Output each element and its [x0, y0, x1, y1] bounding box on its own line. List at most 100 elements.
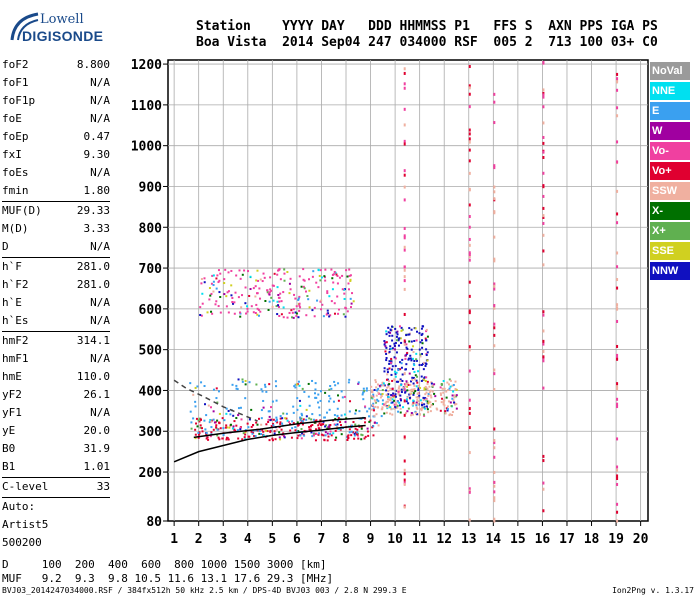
- param-value: 281.0: [76, 278, 110, 291]
- echo-point: [376, 398, 379, 401]
- echo-point: [360, 427, 363, 430]
- interference-point: [493, 499, 496, 503]
- param-row: hmF1 N/A: [2, 350, 110, 368]
- echo-point: [263, 383, 266, 386]
- logo-text-digisonde: DIGISONDE: [22, 28, 104, 44]
- echo-point: [423, 407, 426, 410]
- echo-point: [211, 274, 214, 277]
- echo-point: [332, 281, 335, 284]
- y-tick-label: 700: [139, 262, 163, 277]
- echo-point: [224, 426, 227, 429]
- panel-separator: [2, 497, 110, 498]
- echo-point: [322, 434, 325, 437]
- echo-point: [380, 393, 383, 396]
- echo-point: [330, 387, 333, 390]
- interference-point: [493, 282, 496, 286]
- echo-point: [390, 357, 393, 360]
- param-row: yF2 26.1: [2, 386, 110, 404]
- echo-point: [387, 390, 390, 393]
- echo-point: [319, 300, 322, 303]
- interference-point: [493, 197, 496, 201]
- interference-point: [403, 265, 406, 269]
- interference-point: [403, 107, 406, 111]
- echo-point: [237, 407, 240, 410]
- echo-point: [272, 424, 275, 427]
- echo-point: [261, 428, 264, 431]
- echo-point: [285, 417, 288, 420]
- interference-point: [468, 258, 471, 262]
- echo-point: [420, 327, 423, 330]
- echo-point: [399, 368, 402, 371]
- echo-point: [215, 287, 218, 290]
- param-row: foF1p N/A: [2, 92, 110, 110]
- echo-point: [241, 273, 244, 276]
- echo-point: [212, 418, 215, 421]
- echo-point: [264, 385, 267, 388]
- legend-item-vo-: Vo-: [650, 142, 690, 160]
- echo-point: [279, 422, 282, 425]
- interference-point: [616, 402, 619, 406]
- x-tick-label: 13: [461, 532, 477, 547]
- echo-point: [328, 426, 331, 429]
- echo-point: [420, 339, 423, 342]
- echo-point: [415, 339, 418, 342]
- echo-point: [440, 393, 443, 396]
- echo-point: [360, 433, 363, 436]
- echo-point: [339, 428, 342, 431]
- echo-point: [272, 284, 275, 287]
- echo-point: [448, 414, 451, 417]
- y-tick-label: 900: [139, 180, 163, 195]
- echo-point: [253, 435, 256, 438]
- echo-point: [342, 313, 345, 316]
- echo-point: [381, 389, 384, 392]
- echo-point: [201, 302, 204, 305]
- echo-point: [405, 382, 408, 385]
- echo-point: [308, 289, 311, 292]
- echo-point: [337, 308, 340, 311]
- echo-point: [410, 348, 413, 351]
- echo-point: [410, 388, 413, 391]
- echo-point: [400, 326, 403, 329]
- echo-point: [448, 387, 451, 390]
- interference-point: [542, 339, 545, 343]
- echo-point: [308, 306, 311, 309]
- echo-point: [274, 438, 277, 441]
- echo-point: [406, 347, 409, 350]
- echo-point: [262, 430, 265, 433]
- echo-point: [236, 388, 239, 391]
- echo-point: [250, 305, 253, 308]
- echo-point: [265, 423, 268, 426]
- echo-point: [350, 434, 353, 437]
- echo-point: [389, 331, 392, 334]
- echo-point: [408, 340, 411, 343]
- x-tick-label: 18: [584, 532, 600, 547]
- echo-point: [209, 435, 212, 438]
- echo-point: [214, 303, 217, 306]
- echo-point: [268, 293, 271, 296]
- echo-point: [317, 427, 320, 430]
- echo-point: [373, 421, 376, 424]
- echo-point: [394, 401, 397, 404]
- echo-point: [413, 384, 416, 387]
- echo-point: [415, 359, 418, 362]
- y-tick-label: 800: [139, 221, 163, 236]
- echo-point: [328, 408, 331, 411]
- echo-point: [390, 359, 393, 362]
- echo-point: [349, 274, 352, 277]
- echo-point: [320, 308, 323, 311]
- echo-point: [309, 425, 312, 428]
- echo-point: [246, 307, 249, 310]
- echo-point: [235, 424, 238, 427]
- echo-point: [455, 403, 458, 406]
- echo-point: [368, 415, 371, 418]
- echo-point: [445, 390, 448, 393]
- echo-point: [379, 396, 382, 399]
- echo-point: [397, 380, 400, 383]
- echo-point: [327, 312, 330, 315]
- echo-point: [292, 316, 295, 319]
- echo-point: [413, 339, 416, 342]
- interference-point: [403, 459, 406, 463]
- interference-point: [403, 388, 406, 392]
- logo-text-lowell: Lowell: [40, 12, 84, 27]
- interference-point: [468, 255, 471, 259]
